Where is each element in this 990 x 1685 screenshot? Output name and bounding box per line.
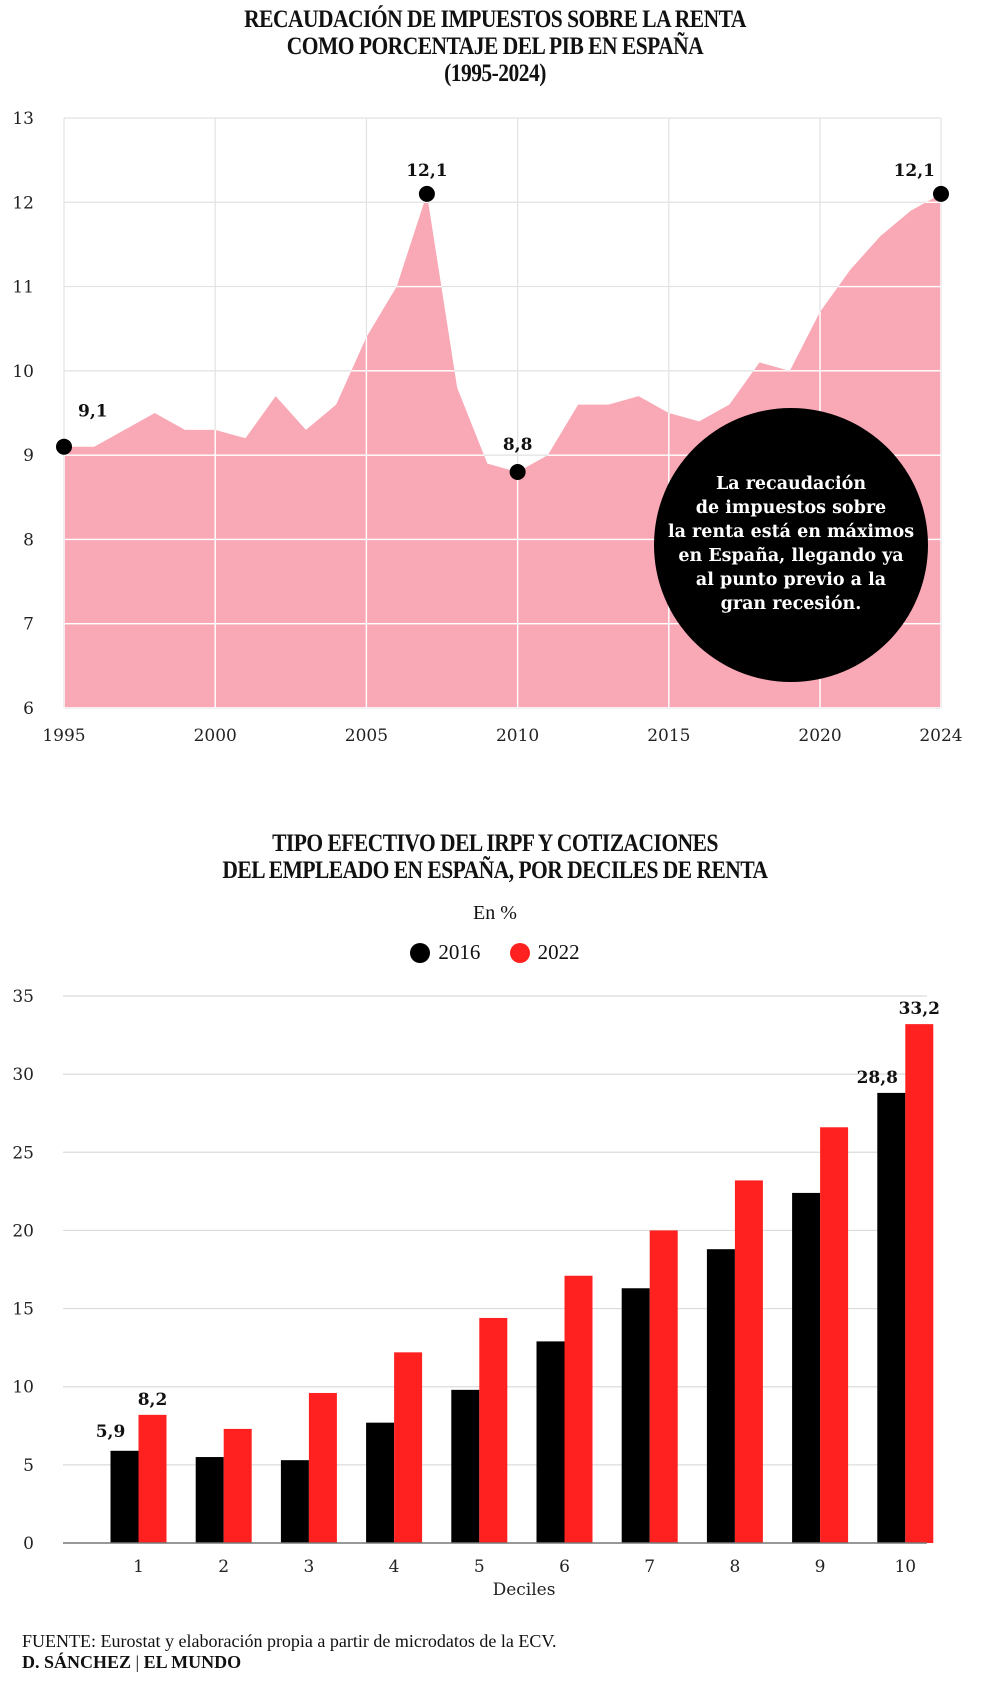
y-tick-label: 9 [23, 446, 34, 466]
chart1-title-line: RECAUDACIÓN DE IMPUESTOS SOBRE LA RENTA [244, 6, 746, 33]
source-note: FUENTE: Eurostat y elaboración propia a … [22, 1631, 557, 1652]
bar-2022 [394, 1352, 423, 1543]
data-label: 12,1 [894, 161, 935, 181]
legend-dot-icon [509, 942, 530, 963]
highlight-point [933, 185, 949, 202]
bar-2016 [536, 1341, 565, 1543]
highlight-point [418, 185, 435, 202]
bar-2022 [649, 1230, 678, 1543]
chart1-title-line: COMO PORCENTAJE DEL PIB EN ESPAÑA [286, 33, 704, 60]
x-tick-label: 4 [389, 1557, 400, 1577]
chart2-title-line: DEL EMPLEADO EN ESPAÑA, POR DECILES DE R… [222, 857, 768, 884]
data-label: 28,8 [857, 1068, 898, 1088]
y-tick-label: 35 [12, 987, 34, 1007]
bar-2016 [792, 1192, 821, 1543]
area-chart: 13 12 11 10 9 8 7 6 1995 2000 2005 2010 2015 2020 2024… [12, 109, 962, 746]
y-tick-label: 5 [23, 1456, 34, 1476]
chart2-title-line: TIPO EFECTIVO DEL IRPF Y COTIZACIONES [272, 830, 718, 857]
bar-2022 [820, 1127, 849, 1543]
y-tick-label: 7 [23, 615, 34, 635]
y-tick-label: 20 [12, 1221, 34, 1241]
source-label: FUENTE: [22, 1631, 96, 1651]
x-tick-label: 2000 [194, 726, 237, 746]
legend-label: 2016 [438, 940, 481, 964]
annotation-text-line: en España, llegando ya [678, 546, 903, 566]
bar-2022 [308, 1392, 337, 1543]
bar-2016 [280, 1460, 309, 1543]
annotation-text-line: gran recesión. [721, 594, 862, 614]
credit-separator: | [131, 1652, 144, 1672]
x-tick-label: 5 [474, 1557, 485, 1577]
credit: D. SÁNCHEZ | EL MUNDO [22, 1652, 241, 1673]
bar-2022 [479, 1317, 508, 1543]
annotation-text-line: de impuestos sobre [696, 498, 886, 518]
y-tick-label: 6 [23, 699, 34, 719]
bar-2022 [564, 1275, 593, 1543]
x-tick-label: 3 [303, 1557, 314, 1577]
x-tick-label: 2015 [647, 726, 690, 746]
x-tick-label: 2024 [919, 726, 962, 746]
credit-author: D. SÁNCHEZ [22, 1652, 132, 1672]
data-label: 8,2 [138, 1390, 168, 1410]
bar-2022 [905, 1024, 934, 1543]
annotation-circle [654, 408, 928, 682]
chart1-title-line: (1995-2024) [444, 60, 546, 87]
chart2-title: TIPO EFECTIVO DEL IRPF Y COTIZACIONES DE… [69, 830, 920, 884]
y-tick-label: 10 [12, 362, 34, 382]
data-label: 9,1 [78, 402, 108, 422]
highlight-point [56, 438, 72, 455]
bar-2016 [195, 1457, 224, 1543]
data-label: 5,9 [96, 1422, 126, 1442]
x-tick-label: 1 [133, 1557, 144, 1577]
bar-chart: 35 30 25 20 15 10 5 0 1 2 3 4 5 6 7 8 9 10 Deciles 5,9 8,2 28… [12, 987, 940, 1600]
x-tick-label: 2 [218, 1557, 229, 1577]
x-tick-label: 8 [729, 1557, 740, 1577]
y-tick-label: 12 [12, 193, 34, 213]
bar-2022 [138, 1414, 167, 1543]
y-tick-label: 11 [12, 278, 34, 298]
legend-dot-icon [410, 942, 431, 963]
y-tick-label: 10 [12, 1378, 34, 1398]
legend-item-2016: 2016 [410, 940, 480, 965]
highlight-point [509, 464, 526, 480]
bar-2022 [734, 1180, 763, 1543]
annotation-text-line: La recaudación [716, 474, 866, 494]
y-tick-label: 13 [12, 109, 34, 129]
x-tick-label: 9 [815, 1557, 826, 1577]
x-tick-label: 2020 [798, 726, 841, 746]
bar-2016 [366, 1422, 395, 1543]
data-label: 8,8 [503, 435, 533, 455]
x-axis-title: Deciles [493, 1580, 556, 1600]
source-text: Eurostat y elaboración propia a partir d… [96, 1631, 557, 1651]
x-tick-label: 10 [894, 1557, 916, 1577]
data-label: 33,2 [899, 999, 940, 1019]
x-tick-label: 2010 [496, 726, 539, 746]
y-tick-label: 0 [23, 1534, 34, 1554]
credit-outlet: EL MUNDO [143, 1652, 242, 1672]
bar-2016 [621, 1288, 650, 1543]
chart2-subtitle: En % [473, 902, 517, 924]
bar-2016 [110, 1450, 139, 1543]
legend-item-2022: 2022 [509, 940, 580, 965]
annotation-text-line: al punto previo a la [696, 570, 886, 590]
chart2-legend: 2016 2022 [0, 940, 990, 969]
y-tick-label: 30 [12, 1065, 34, 1085]
chart1-title: RECAUDACIÓN DE IMPUESTOS SOBRE LA RENTA … [69, 6, 920, 87]
y-tick-label: 15 [12, 1300, 34, 1320]
y-tick-label: 8 [23, 530, 34, 550]
legend-label: 2022 [537, 940, 580, 964]
bar-2016 [877, 1092, 906, 1543]
bar-2022 [223, 1428, 252, 1543]
x-tick-label: 6 [559, 1557, 570, 1577]
bar-2016 [451, 1389, 480, 1543]
data-label: 12,1 [406, 161, 447, 181]
x-tick-label: 1995 [42, 726, 85, 746]
x-tick-label: 2005 [345, 726, 388, 746]
bar-2016 [706, 1249, 735, 1543]
x-tick-label: 7 [644, 1557, 655, 1577]
annotation-text-line: la renta está en máximos [668, 522, 914, 542]
y-tick-label: 25 [12, 1143, 34, 1163]
